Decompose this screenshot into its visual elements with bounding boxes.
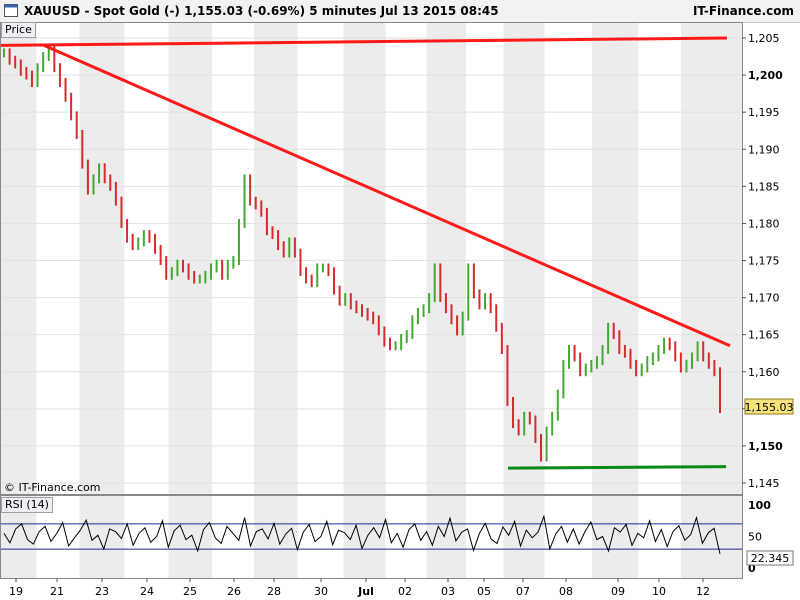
panel-frames: [0, 22, 743, 579]
day-band: [0, 22, 37, 494]
y-tick-label: 1,160: [748, 366, 780, 379]
last-price-label: 1,155.03: [745, 401, 794, 414]
x-tick-label: 26: [227, 585, 241, 598]
rsi-levels: [0, 523, 742, 550]
window-icon: [4, 4, 18, 17]
x-tick-label: 08: [559, 585, 573, 598]
day-band: [426, 22, 466, 494]
day-band: [254, 22, 298, 494]
x-tick-label: 02: [398, 585, 412, 598]
rsi-panel-frame: [0, 495, 743, 579]
last-rsi-tag: 22.345: [746, 550, 794, 566]
last-rsi-label: 22.345: [751, 552, 790, 565]
rsi-tick-label: 50: [748, 531, 762, 544]
day-band: [168, 22, 212, 494]
rsi-day-band: [79, 495, 125, 578]
support-line: [507, 465, 727, 470]
last-price-box: [744, 398, 794, 415]
x-tick-label: 07: [516, 585, 530, 598]
price-panel-frame: [0, 22, 743, 495]
brand-name: IT-Finance.com: [692, 4, 794, 18]
rsi-line: [3, 514, 721, 555]
y-tick-labels: 1,205 1,200 1,195 1,190 1,185 1,180 1,175 1,170…: [742, 32, 783, 490]
x-tick-label: 28: [267, 585, 281, 598]
y-tick-label: 1,185: [748, 180, 780, 193]
x-tick-label: 09: [611, 585, 625, 598]
x-tick-label: 23: [95, 585, 109, 598]
rsi-day-band: [592, 495, 639, 578]
x-tick-label: 19: [9, 585, 23, 598]
day-band: [343, 22, 386, 494]
rsi-tick-label: 100: [748, 499, 771, 512]
day-band: [681, 22, 742, 494]
y-tick-label: 1,165: [748, 329, 780, 342]
y-tick-label: 1,180: [748, 217, 780, 230]
price-panel-label: Price: [1, 22, 36, 38]
last-price-tag: 1,155.03: [744, 398, 794, 415]
chart-title: XAUUSD - Spot Gold (-) 1,155.03 (-0.69%)…: [24, 4, 499, 18]
rsi-tick-label: 0: [748, 562, 756, 575]
rsi-series: [3, 514, 721, 555]
x-tick-label: 30: [314, 585, 328, 598]
resistance-trendline: [0, 36, 728, 47]
x-tick-label: 24: [140, 585, 154, 598]
y-tick-label: 1,175: [748, 255, 780, 268]
y-tick-label: 1,200: [748, 69, 783, 82]
rsi-day-band: [254, 495, 298, 578]
y-tick-label: 1,150: [748, 440, 783, 453]
x-tick-label: 25: [183, 585, 197, 598]
x-tick-labels: 19 21 23 24 25 26 28 30 Jul 02 03 05 07 08 09 10 12: [9, 578, 710, 598]
day-band: [592, 22, 639, 494]
rsi-tick-labels: 100 50 0: [748, 499, 771, 575]
copyright-label: © IT-Finance.com: [4, 481, 101, 494]
resistance-trendline: [43, 44, 731, 348]
day-bands: [0, 22, 742, 578]
rsi-day-band: [426, 495, 466, 578]
x-tick-label: 12: [696, 585, 710, 598]
rsi-day-band: [681, 495, 742, 578]
last-rsi-box: [746, 550, 794, 566]
x-tick-label: 03: [441, 585, 455, 598]
chart-header: XAUUSD - Spot Gold (-) 1,155.03 (-0.69%)…: [0, 0, 800, 23]
x-tick-label: 10: [652, 585, 666, 598]
y-tick-label: 1,205: [748, 32, 780, 45]
price-gridlines: [0, 37, 742, 484]
y-tick-label: 1,145: [748, 477, 780, 490]
x-tick-label: 21: [50, 585, 64, 598]
rsi-panel-label: RSI (14): [1, 497, 53, 513]
trendlines: [0, 36, 731, 470]
y-tick-label: 1,190: [748, 143, 780, 156]
x-tick-label: Jul: [357, 585, 374, 598]
y-tick-label: 1,170: [748, 292, 780, 305]
x-tick-label: 05: [477, 585, 491, 598]
y-tick-label: 1,195: [748, 106, 780, 119]
price-candles: [3, 44, 721, 462]
day-band: [79, 22, 125, 494]
